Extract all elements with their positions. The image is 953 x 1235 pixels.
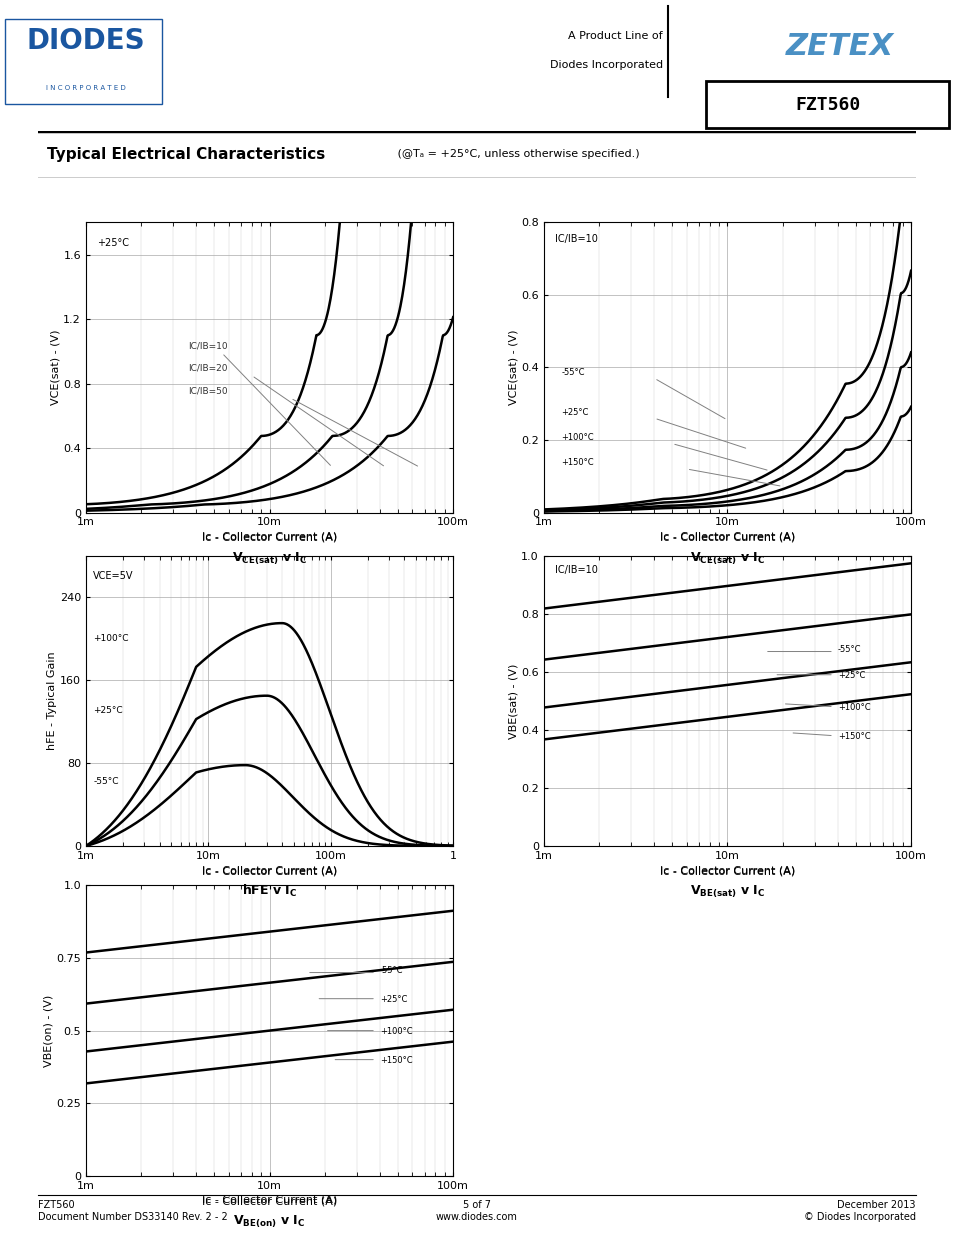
Text: DIODES: DIODES bbox=[27, 27, 145, 56]
Text: +100°C: +100°C bbox=[837, 703, 870, 711]
Y-axis label: VBE(sat) - (V): VBE(sat) - (V) bbox=[508, 663, 517, 739]
Text: +100°C: +100°C bbox=[561, 433, 594, 442]
Text: +25°C: +25°C bbox=[561, 408, 588, 416]
Y-axis label: hFE - Typical Gain: hFE - Typical Gain bbox=[47, 652, 57, 750]
Text: FZT560
Document Number DS33140 Rev. 2 - 2: FZT560 Document Number DS33140 Rev. 2 - … bbox=[38, 1200, 228, 1221]
Text: ZETEX: ZETEX bbox=[784, 32, 893, 62]
FancyBboxPatch shape bbox=[705, 82, 948, 127]
Text: +150°C: +150°C bbox=[837, 731, 870, 741]
Y-axis label: VBE(on) - (V): VBE(on) - (V) bbox=[44, 994, 53, 1067]
Text: FZT560: FZT560 bbox=[795, 96, 860, 114]
Text: Ic - Collector Current (A): Ic - Collector Current (A) bbox=[202, 866, 336, 876]
Text: -55°C: -55°C bbox=[837, 645, 861, 653]
Text: +25°C: +25°C bbox=[837, 671, 864, 679]
X-axis label: Ic - Collector Current (A): Ic - Collector Current (A) bbox=[659, 867, 794, 877]
Text: V$_{\mathbf{CE(sat)}}$ v I$_\mathbf{C}$: V$_{\mathbf{CE(sat)}}$ v I$_\mathbf{C}$ bbox=[232, 551, 307, 567]
Text: -55°C: -55°C bbox=[379, 966, 403, 974]
Text: +100°C: +100°C bbox=[379, 1026, 413, 1035]
Text: +25°C: +25°C bbox=[93, 706, 123, 715]
Text: I N C O R P O R A T E D: I N C O R P O R A T E D bbox=[46, 85, 126, 91]
Text: +150°C: +150°C bbox=[379, 1056, 413, 1065]
Text: (@Tₐ = +25°C, unless otherwise specified.): (@Tₐ = +25°C, unless otherwise specified… bbox=[394, 149, 639, 159]
Text: Typical Electrical Characteristics: Typical Electrical Characteristics bbox=[47, 147, 325, 162]
Text: +25°C: +25°C bbox=[97, 238, 129, 248]
Y-axis label: VCE(sat) - (V): VCE(sat) - (V) bbox=[508, 330, 517, 405]
X-axis label: Ic - Collector Current (A): Ic - Collector Current (A) bbox=[202, 867, 336, 877]
Text: 5 of 7
www.diodes.com: 5 of 7 www.diodes.com bbox=[436, 1200, 517, 1221]
Text: IC/IB=20: IC/IB=20 bbox=[188, 363, 227, 373]
Text: V$_{\mathbf{BE(on)}}$ v I$_\mathbf{C}$: V$_{\mathbf{BE(on)}}$ v I$_\mathbf{C}$ bbox=[233, 1214, 305, 1230]
Text: IC/IB=10: IC/IB=10 bbox=[555, 235, 598, 245]
Text: Ic - Collector Current (A): Ic - Collector Current (A) bbox=[202, 532, 336, 542]
Text: -55°C: -55°C bbox=[93, 777, 119, 785]
Text: December 2013
© Diodes Incorporated: December 2013 © Diodes Incorporated bbox=[803, 1200, 915, 1221]
X-axis label: Ic - Collector Current (A): Ic - Collector Current (A) bbox=[202, 534, 336, 543]
Text: Ic - Collector Current (A): Ic - Collector Current (A) bbox=[659, 866, 794, 876]
Text: +100°C: +100°C bbox=[93, 634, 129, 642]
X-axis label: Ic - Collector Current (A): Ic - Collector Current (A) bbox=[659, 534, 794, 543]
Text: A Product Line of: A Product Line of bbox=[568, 31, 662, 41]
Text: +150°C: +150°C bbox=[561, 458, 594, 467]
Text: +25°C: +25°C bbox=[379, 994, 407, 1004]
X-axis label: Ic - Collector Current (A): Ic - Collector Current (A) bbox=[202, 1197, 336, 1207]
Text: V$_{\mathbf{CE(sat)}}$ v I$_\mathbf{C}$: V$_{\mathbf{CE(sat)}}$ v I$_\mathbf{C}$ bbox=[689, 551, 764, 567]
Text: V$_{\mathbf{BE(sat)}}$ v I$_\mathbf{C}$: V$_{\mathbf{BE(sat)}}$ v I$_\mathbf{C}$ bbox=[689, 884, 764, 900]
Text: IC/IB=10: IC/IB=10 bbox=[188, 341, 228, 350]
Text: IC/IB=10: IC/IB=10 bbox=[555, 566, 598, 576]
FancyBboxPatch shape bbox=[5, 19, 162, 105]
Text: -55°C: -55°C bbox=[561, 368, 584, 377]
Text: VCE=5V: VCE=5V bbox=[93, 571, 133, 580]
Y-axis label: VCE(sat) - (V): VCE(sat) - (V) bbox=[51, 330, 60, 405]
Text: hFE v I$_\mathbf{C}$: hFE v I$_\mathbf{C}$ bbox=[241, 883, 297, 899]
Text: Diodes Incorporated: Diodes Incorporated bbox=[549, 59, 662, 70]
Text: IC/IB=50: IC/IB=50 bbox=[188, 387, 228, 395]
Text: Ic - Collector Current (A): Ic - Collector Current (A) bbox=[202, 1195, 336, 1205]
Text: Ic - Collector Current (A): Ic - Collector Current (A) bbox=[659, 532, 794, 542]
